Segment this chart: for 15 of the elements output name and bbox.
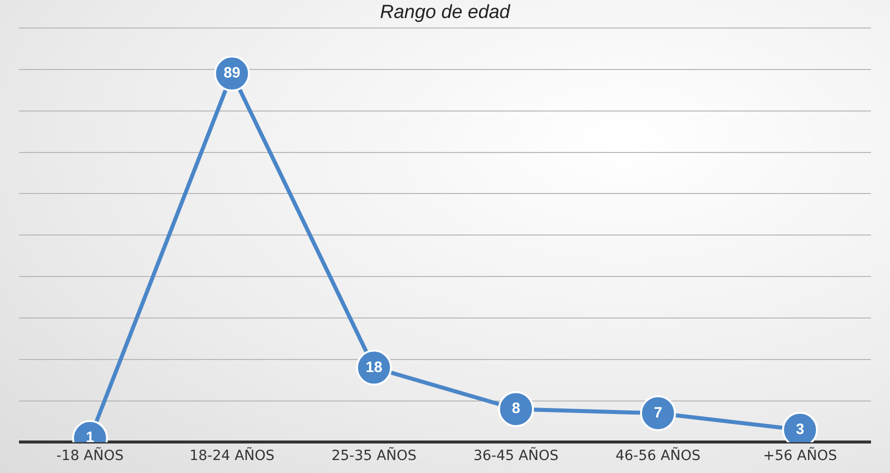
x-tick-label: 25-35 AÑOS <box>331 447 417 464</box>
x-tick-label: 46-56 AÑOS <box>615 447 701 464</box>
data-label: 8 <box>512 400 520 418</box>
data-label: 3 <box>796 420 804 438</box>
point <box>498 391 534 428</box>
x-tick-label: 18-24 AÑOS <box>189 447 275 464</box>
data-label: 18 <box>366 358 382 376</box>
x-tick-label: +56 AÑOS <box>763 447 838 464</box>
data-label: 89 <box>224 64 240 82</box>
x-tick-label: 36-45 AÑOS <box>473 447 559 464</box>
data-label: 1 <box>86 429 94 446</box>
data-label: 7 <box>654 404 662 422</box>
chart-title: Rango de edad <box>379 2 512 24</box>
point <box>640 395 676 432</box>
x-tick-label: -18 AÑOS <box>56 447 124 464</box>
